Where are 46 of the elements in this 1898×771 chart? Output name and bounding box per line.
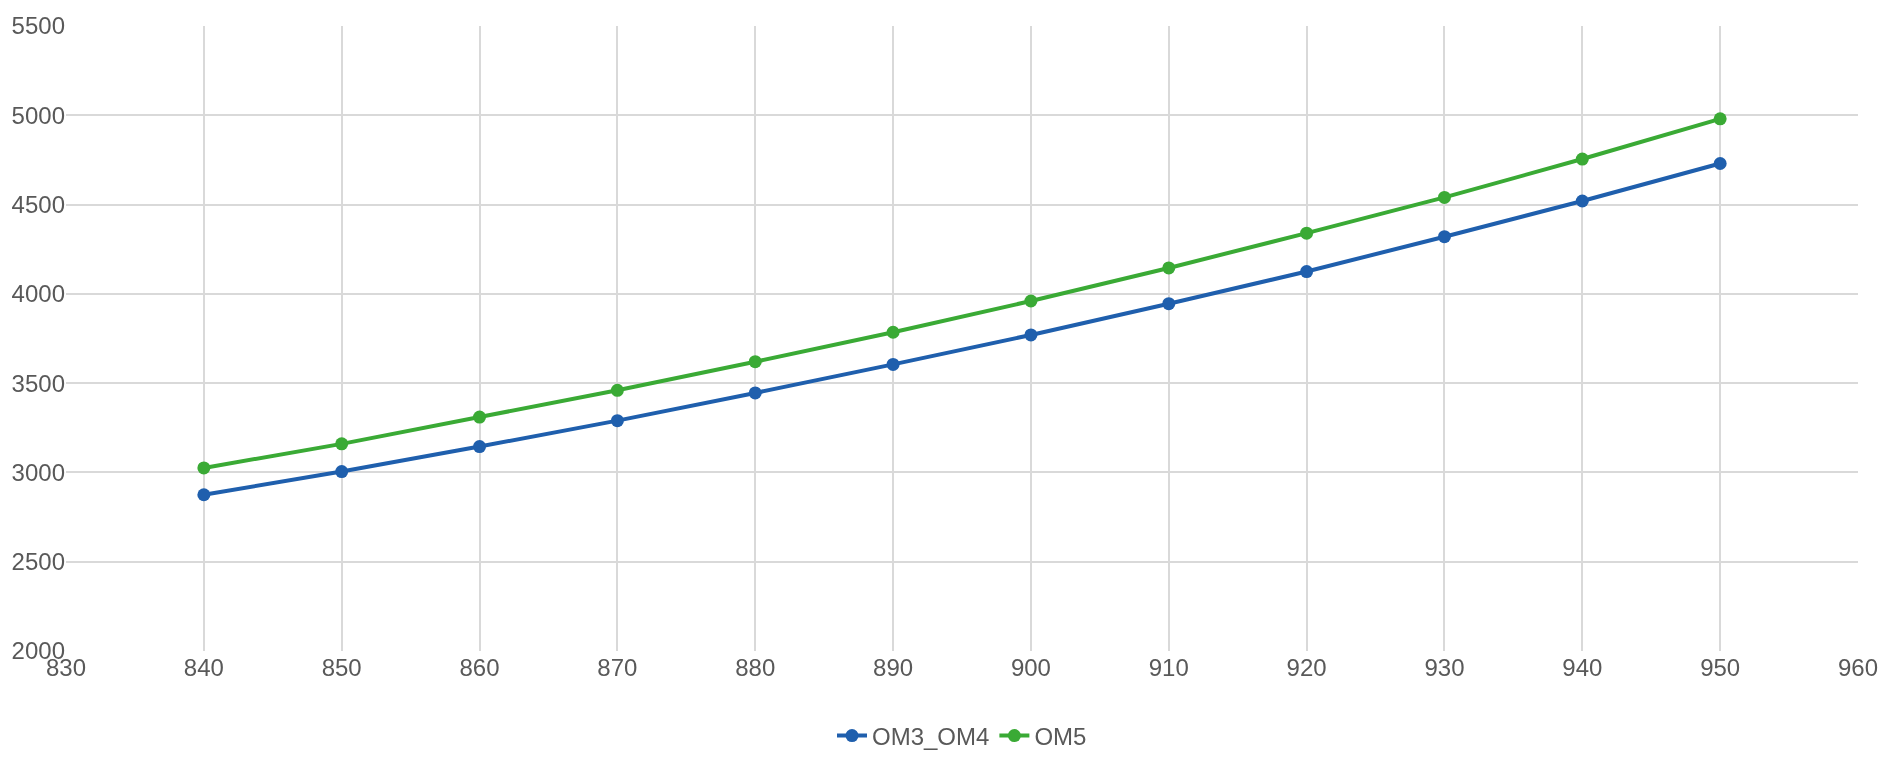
x-tick-label: 920 — [1286, 654, 1327, 681]
point — [473, 440, 487, 454]
point — [1162, 261, 1176, 275]
point — [1713, 112, 1727, 126]
point — [1300, 226, 1314, 240]
point — [886, 357, 900, 371]
x-tick-label: 860 — [459, 654, 500, 681]
point — [1024, 294, 1038, 308]
point — [1713, 157, 1727, 170]
x-tick-label: 850 — [321, 654, 362, 681]
point — [1024, 328, 1038, 342]
point — [1162, 297, 1176, 311]
y-tick-label: 2500 — [11, 548, 65, 576]
x-tick-label: 840 — [183, 654, 224, 681]
point — [610, 414, 624, 428]
point — [1300, 265, 1314, 279]
point — [1437, 230, 1451, 244]
y-tick-label: 3500 — [11, 369, 65, 397]
y-tick-label: 3000 — [11, 458, 65, 486]
x-tick-label: 880 — [735, 654, 776, 681]
point — [1575, 152, 1589, 166]
point — [748, 386, 762, 400]
point — [1437, 190, 1451, 204]
x-tick-label: 900 — [1010, 654, 1051, 681]
y-tick-label: 5000 — [11, 101, 65, 129]
legend-label: OM3_OM4 — [872, 722, 990, 750]
x-tick-label: 940 — [1562, 654, 1603, 681]
x-tick-label: 960 — [1837, 654, 1879, 681]
point — [610, 383, 624, 397]
point — [335, 437, 349, 451]
legend-label: OM5 — [1034, 722, 1087, 750]
y-tick-label: 4500 — [11, 190, 65, 218]
x-tick-label: 930 — [1424, 654, 1465, 681]
x-tick-label: 950 — [1700, 654, 1741, 681]
x-tick-label: 870 — [597, 654, 638, 681]
point — [748, 355, 762, 369]
x-tick-label: 910 — [1148, 654, 1189, 681]
point — [1575, 194, 1589, 208]
point — [473, 410, 487, 424]
point — [197, 488, 211, 502]
point — [197, 461, 211, 475]
y-tick-label: 4000 — [11, 280, 65, 308]
point — [335, 465, 349, 479]
point — [886, 325, 900, 339]
x-tick-label: 890 — [873, 654, 914, 681]
y-tick-label: 5500 — [11, 12, 65, 40]
